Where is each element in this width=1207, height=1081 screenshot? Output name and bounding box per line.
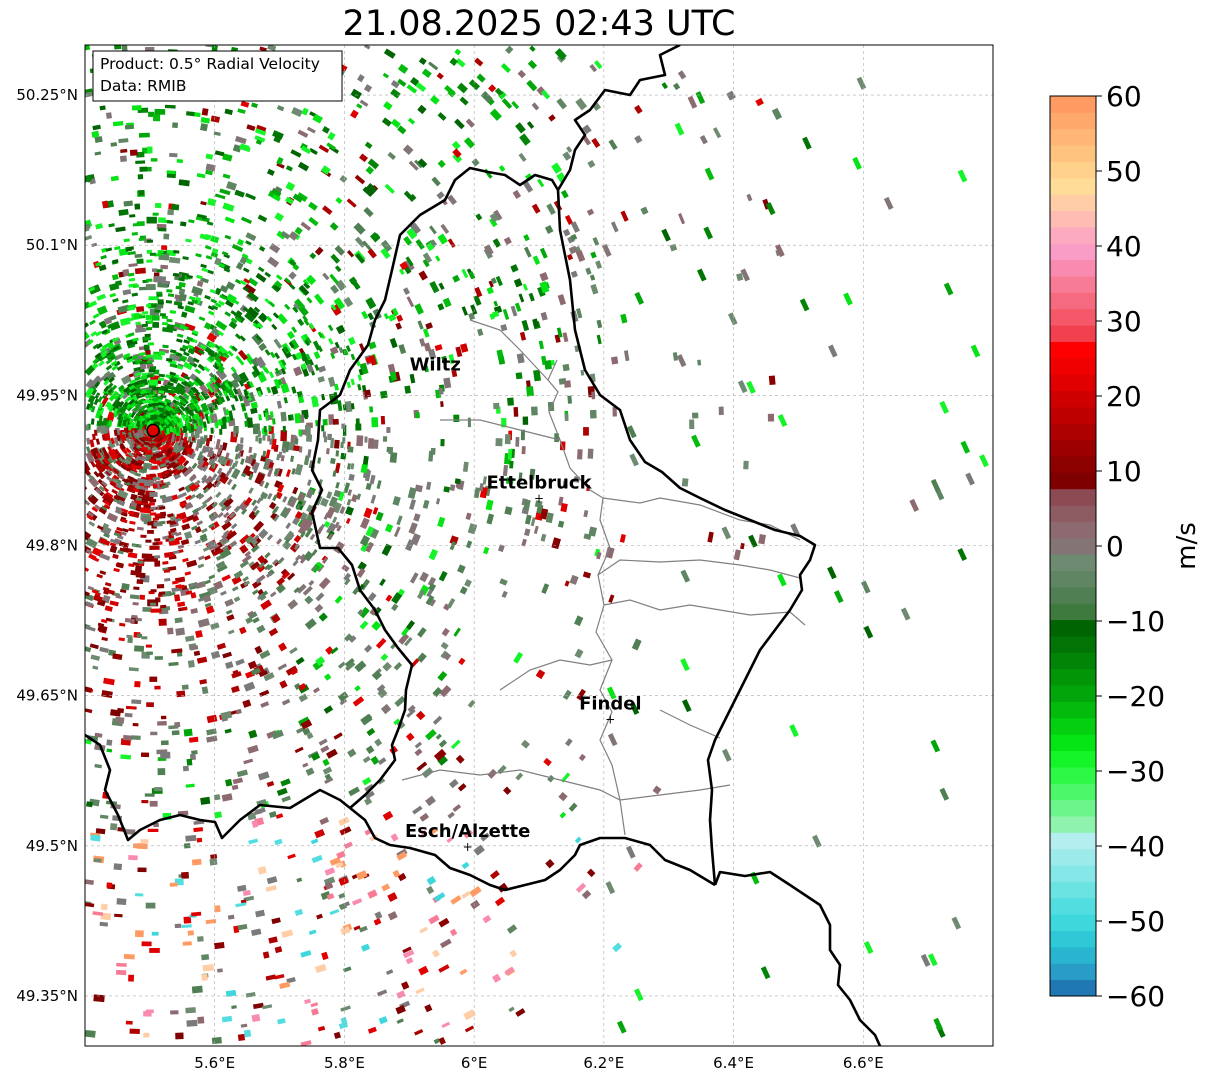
lat-tick-label: 49.95°N bbox=[16, 386, 78, 404]
country-borders bbox=[85, 45, 882, 1046]
place-label: Wiltz bbox=[410, 354, 461, 375]
luxembourg-canton-borders bbox=[401, 319, 806, 836]
place-marker: + bbox=[463, 840, 473, 854]
map-axes: 5.6°E 5.8°E 6°E 6.2°E 6.4°E 6.6°E 50.25°N 50.1°… bbox=[16, 86, 883, 1072]
lon-tick-label: 5.6°E bbox=[194, 1054, 235, 1072]
radial-velocity-field bbox=[85, 45, 989, 1046]
lon-tick-label: 6.6°E bbox=[843, 1054, 884, 1072]
lat-tick-label: 49.65°N bbox=[16, 687, 78, 705]
place-label: Ettelbruck bbox=[486, 472, 592, 493]
info-box: Product: 0.5° Radial Velocity Data: RMIB bbox=[92, 50, 343, 102]
place-labels: Wiltz+Ettelbruck+Findel+Esch/Alzette bbox=[405, 354, 642, 853]
place-marker: + bbox=[605, 713, 615, 727]
lat-tick-label: 49.5°N bbox=[26, 837, 78, 855]
place-label: Findel bbox=[579, 694, 642, 715]
lon-tick-label: 6°E bbox=[461, 1054, 488, 1072]
lat-tick-label: 49.35°N bbox=[16, 987, 78, 1005]
place-label: Esch/Alzette bbox=[405, 821, 530, 842]
place-marker: + bbox=[534, 491, 544, 505]
lat-tick-label: 50.25°N bbox=[16, 86, 78, 104]
lon-tick-label: 6.2°E bbox=[583, 1054, 624, 1072]
info-data-label: Data: RMIB bbox=[100, 77, 187, 95]
map-title: 21.08.2025 02:43 UTC bbox=[342, 4, 736, 44]
lon-tick-label: 6.4°E bbox=[713, 1054, 754, 1072]
lat-tick-label: 49.8°N bbox=[26, 537, 78, 555]
lat-tick-label: 50.1°N bbox=[26, 236, 78, 254]
radar-site-marker bbox=[146, 423, 160, 438]
info-product-label: Product: 0.5° Radial Velocity bbox=[100, 55, 320, 73]
radar-site-dot bbox=[146, 423, 160, 438]
map-frame bbox=[84, 44, 994, 1047]
lon-tick-label: 5.8°E bbox=[324, 1054, 365, 1072]
